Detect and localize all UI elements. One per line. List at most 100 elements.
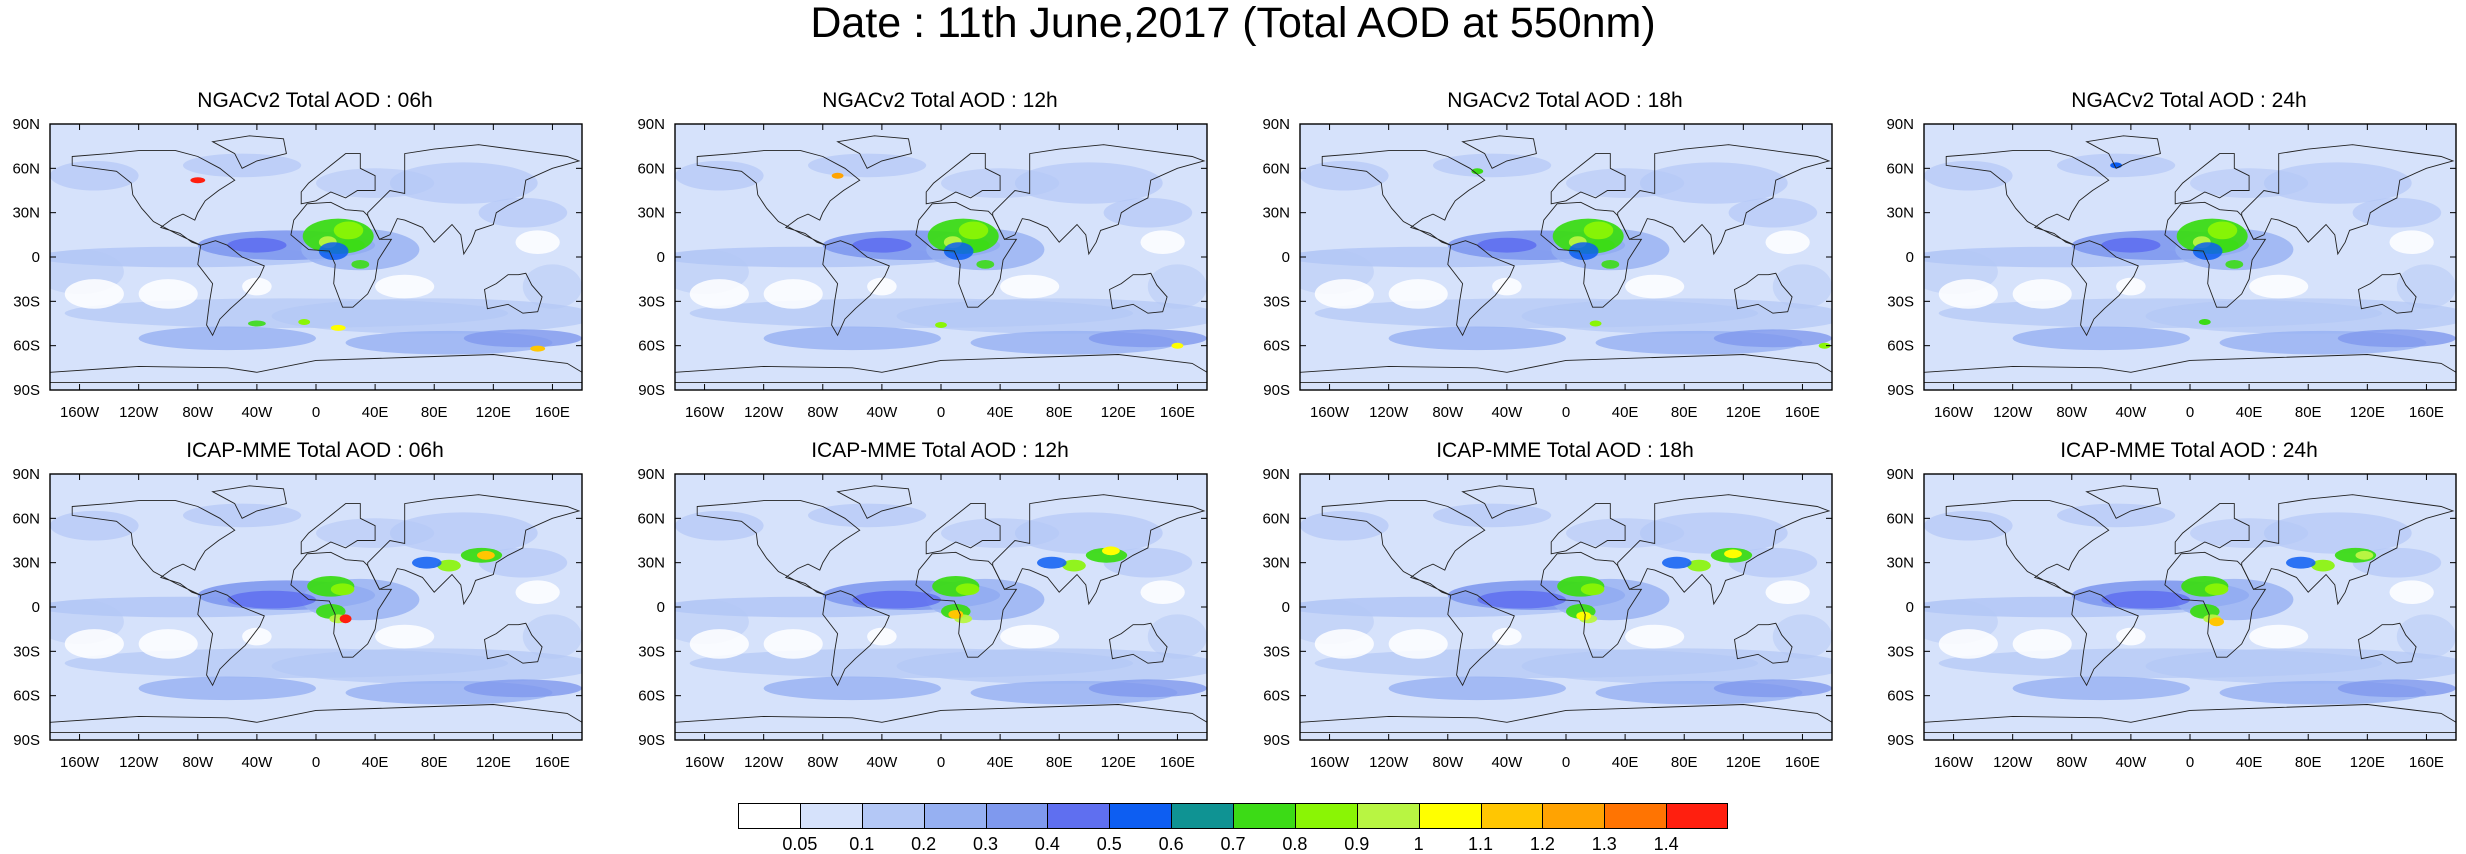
lon-tick-label: 0 bbox=[937, 754, 945, 771]
colorbar-label: 0.05 bbox=[782, 834, 818, 854]
lon-tick-label: 40W bbox=[241, 754, 273, 771]
lat-tick-label: 60N bbox=[1886, 510, 1914, 527]
colorbar-swatch bbox=[1480, 803, 1543, 829]
lon-tick-label: 80E bbox=[1046, 754, 1073, 771]
colorbar-label: 0.2 bbox=[911, 834, 937, 854]
lat-tick-label: 60N bbox=[12, 160, 40, 177]
lon-tick-label: 120E bbox=[1101, 754, 1136, 771]
aod-map: 160W 120W 80W 40W 0 40E 80E 120E 160E 90N 60N 30N 0 3… bbox=[637, 116, 1208, 421]
lon-tick-label: 160W bbox=[60, 404, 100, 421]
colorbar-label: 0.4 bbox=[1034, 834, 1060, 854]
figure-title: Date : 11th June,2017 (Total AOD at 550n… bbox=[810, 0, 1656, 47]
lat-tick-label: 60N bbox=[637, 510, 665, 527]
lat-tick-label: 90S bbox=[1263, 382, 1290, 399]
lat-tick-label: 30S bbox=[1263, 293, 1290, 310]
map-panel: NGACv2 Total AOD : 06h 160W 120W 80W 40W 0 40E… bbox=[0, 88, 583, 421]
aod-map: 160W 120W 80W 40W 0 40E 80E 120E 160E 90N 60N 30N 0 3… bbox=[12, 466, 583, 771]
colorbar-swatch bbox=[738, 803, 800, 829]
colorbar-swatch bbox=[1604, 803, 1667, 829]
lat-tick-label: 30S bbox=[638, 643, 665, 660]
lon-tick-label: 0 bbox=[2186, 754, 2194, 771]
lat-tick-label: 60S bbox=[13, 688, 40, 705]
lon-tick-label: 120W bbox=[1993, 404, 2033, 421]
lat-tick-label: 30N bbox=[1886, 205, 1914, 222]
lon-tick-label: 160W bbox=[1934, 404, 1974, 421]
lon-tick-label: 80W bbox=[1432, 404, 1464, 421]
lat-tick-label: 30N bbox=[12, 205, 40, 222]
lon-tick-label: 160W bbox=[60, 754, 100, 771]
panel-title: ICAP-MME Total AOD : 24h bbox=[2060, 439, 2318, 462]
colorbar-frame bbox=[738, 803, 1728, 829]
map-panel: ICAP-MME Total AOD : 06h 160W 120W 80W 40W 0 4… bbox=[0, 438, 583, 771]
lat-tick-label: 0 bbox=[1906, 249, 1914, 266]
lat-tick-label: 90N bbox=[1262, 466, 1290, 483]
lat-tick-label: 30N bbox=[12, 555, 40, 572]
lon-tick-label: 120W bbox=[119, 754, 159, 771]
map-panel: ICAP-MME Total AOD : 12h 160W 120W 80W 40W 0 4… bbox=[625, 438, 1208, 771]
colorbar-swatch bbox=[923, 803, 986, 829]
lon-tick-label: 40E bbox=[2236, 754, 2263, 771]
lat-tick-label: 30S bbox=[1263, 643, 1290, 660]
lon-tick-label: 160E bbox=[1160, 754, 1195, 771]
colorbar-label: 0.7 bbox=[1220, 834, 1246, 854]
lon-tick-label: 80W bbox=[2056, 404, 2088, 421]
lat-tick-label: 60S bbox=[1263, 688, 1290, 705]
lat-tick-label: 0 bbox=[657, 599, 665, 616]
lat-tick-label: 60S bbox=[638, 688, 665, 705]
colorbar-label: 1.3 bbox=[1591, 834, 1617, 854]
lat-tick-label: 60S bbox=[13, 338, 40, 355]
aod-map: 160W 120W 80W 40W 0 40E 80E 120E 160E 90N 60N 30N 0 3… bbox=[637, 466, 1208, 771]
lat-tick-label: 90N bbox=[1886, 466, 1914, 483]
lon-tick-label: 120E bbox=[1726, 404, 1761, 421]
lon-tick-label: 40E bbox=[362, 754, 389, 771]
colorbar-swatch bbox=[985, 803, 1048, 829]
lat-tick-label: 90S bbox=[638, 382, 665, 399]
lon-tick-label: 160E bbox=[535, 404, 570, 421]
lon-tick-label: 120W bbox=[1369, 754, 1409, 771]
lon-tick-label: 80W bbox=[2056, 754, 2088, 771]
lon-tick-label: 160W bbox=[1934, 754, 1974, 771]
lon-tick-label: 120E bbox=[1726, 754, 1761, 771]
lat-tick-label: 60S bbox=[638, 338, 665, 355]
aod-colorbar: 0.05 0.1 0.2 0.3 0.4 0.5 0.6 0.7 0.8 0.9 1 1.1 1.2 1.… bbox=[738, 803, 1728, 854]
lat-tick-label: 0 bbox=[657, 249, 665, 266]
lon-tick-label: 0 bbox=[312, 754, 320, 771]
lat-tick-label: 60N bbox=[637, 160, 665, 177]
panel-title: NGACv2 Total AOD : 12h bbox=[822, 89, 1058, 112]
lon-tick-label: 0 bbox=[2186, 404, 2194, 421]
lat-tick-label: 0 bbox=[1282, 249, 1290, 266]
lon-tick-label: 80E bbox=[2295, 754, 2322, 771]
aod-map: 160W 120W 80W 40W 0 40E 80E 120E 160E 90N 60N 30N 0 3… bbox=[1886, 116, 2457, 421]
lat-tick-label: 30S bbox=[638, 293, 665, 310]
panel-title: NGACv2 Total AOD : 24h bbox=[2071, 89, 2307, 112]
lat-tick-label: 90S bbox=[1887, 732, 1914, 749]
lat-tick-label: 90S bbox=[638, 732, 665, 749]
lat-tick-label: 90N bbox=[12, 116, 40, 133]
colorbar-swatch bbox=[1109, 803, 1172, 829]
lat-tick-label: 60N bbox=[12, 510, 40, 527]
panel-title: ICAP-MME Total AOD : 12h bbox=[811, 439, 1069, 462]
lon-tick-label: 160W bbox=[685, 754, 725, 771]
lat-tick-label: 0 bbox=[1282, 599, 1290, 616]
lat-tick-label: 90N bbox=[637, 116, 665, 133]
colorbar-swatch bbox=[1542, 803, 1605, 829]
lat-tick-label: 60S bbox=[1887, 338, 1914, 355]
lon-tick-label: 40E bbox=[1612, 404, 1639, 421]
lon-tick-label: 40E bbox=[362, 404, 389, 421]
lat-tick-label: 90N bbox=[1886, 116, 1914, 133]
lat-tick-label: 90N bbox=[12, 466, 40, 483]
lon-tick-label: 80W bbox=[182, 404, 214, 421]
lon-tick-label: 80W bbox=[807, 404, 839, 421]
lon-tick-label: 120W bbox=[119, 404, 159, 421]
panel-title: ICAP-MME Total AOD : 06h bbox=[186, 439, 444, 462]
panel-title: NGACv2 Total AOD : 06h bbox=[197, 89, 433, 112]
lat-tick-label: 0 bbox=[32, 249, 40, 266]
lon-tick-label: 160W bbox=[1310, 404, 1350, 421]
lat-tick-label: 30S bbox=[1887, 293, 1914, 310]
lat-tick-label: 30N bbox=[1262, 555, 1290, 572]
colorbar-label: 0.6 bbox=[1158, 834, 1184, 854]
lon-tick-label: 80E bbox=[1671, 754, 1698, 771]
lat-tick-label: 30S bbox=[13, 643, 40, 660]
colorbar-label: 0.5 bbox=[1096, 834, 1122, 854]
colorbar-swatch bbox=[1356, 803, 1419, 829]
